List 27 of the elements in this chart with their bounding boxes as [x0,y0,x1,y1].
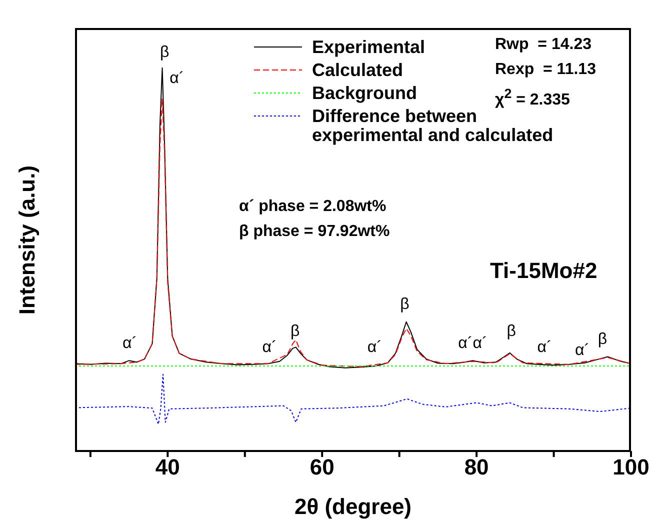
annotation: β [506,323,516,342]
annotation: α´ [170,70,184,88]
annotation: α´ phase = 2.08wt% [239,198,386,216]
annotation: Rexp = 11.13 [495,61,596,79]
annotation: α´ [262,338,277,357]
legend-label: Background [312,83,418,103]
annotation: α´ [367,338,382,357]
annotation: α´ [575,342,590,360]
text: Rwp = 14.23 [495,36,592,54]
legend-label: Experimental [312,37,426,57]
annotation: β [400,296,410,314]
annotation: χ$^{2}$ = 2.335 [495,86,570,110]
x-tick-label: 60 [310,454,334,480]
annotation: β [290,323,300,342]
text: β [160,44,170,62]
x-tick-label: 100 [612,454,650,480]
annotation: α´ [537,338,552,357]
legend-label: Calculated [312,60,404,80]
y-axis-title: Intensity (a.u.) [15,164,41,314]
annotation: β phase = 97.92wt% [239,223,390,241]
annotation: Ti-15Mo#2 [490,258,598,284]
x-tick-label: 80 [464,454,489,480]
x-tick-label: 40 [155,454,180,480]
annotation: α´ [122,334,138,353]
x-axis-title: 2θ (degree) [294,494,412,519]
annotation: β [598,330,608,349]
annotation: α´α´ [458,334,488,353]
